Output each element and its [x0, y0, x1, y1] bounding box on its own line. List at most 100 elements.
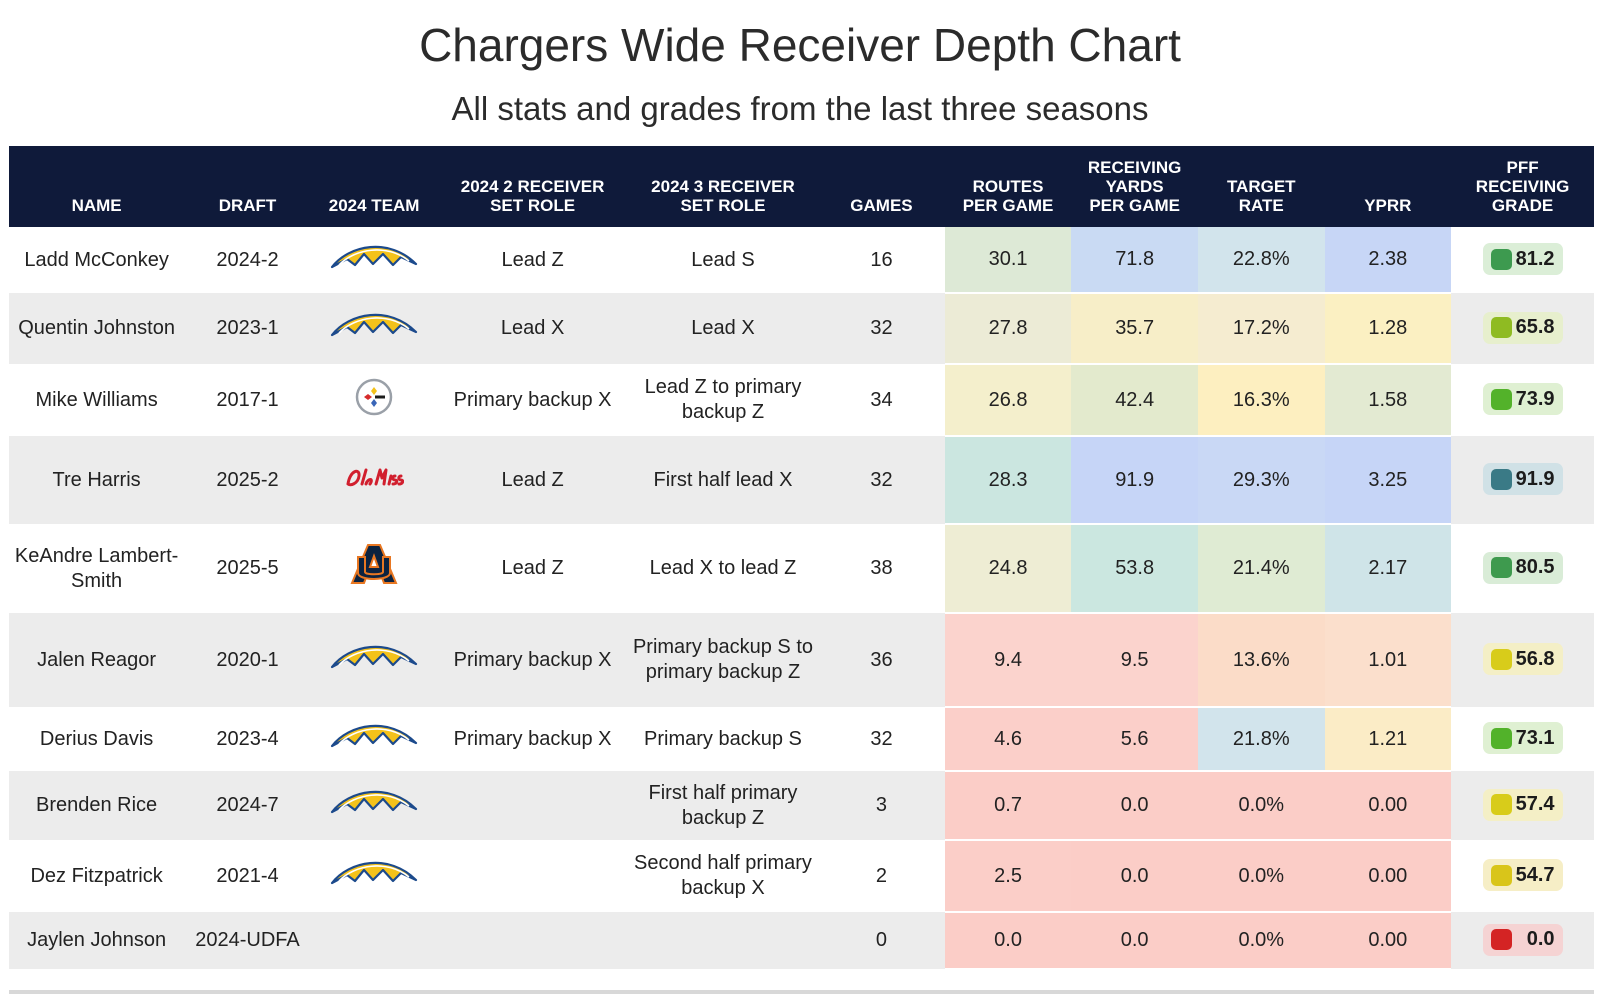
- routes-cell: 4.6: [945, 707, 1072, 771]
- table-row: Mike Williams 2017-1 Primary backup X Lead …: [9, 364, 1594, 436]
- chart-subtitle: All stats and grades from the last three…: [0, 90, 1600, 128]
- yprr-cell: 0.00: [1325, 771, 1452, 840]
- games-cell: 32: [818, 436, 945, 524]
- draft-cell: 2017-1: [184, 364, 311, 436]
- depth-chart-table: NAME DRAFT 2024 TEAM 2024 2 RECEIVER SET ROL…: [9, 146, 1594, 970]
- column-header: GAMES: [818, 146, 945, 227]
- draft-cell: 2024-7: [184, 771, 311, 840]
- chargers-logo: [329, 716, 419, 763]
- yards-cell: 0.0: [1071, 912, 1198, 969]
- grade-indicator: [1491, 929, 1512, 950]
- two-receiver-role: Lead X: [437, 293, 627, 364]
- three-receiver-role: Primary backup S to primary backup Z: [628, 613, 818, 707]
- routes-cell: 27.8: [945, 293, 1072, 364]
- team-cell: [311, 771, 438, 840]
- auburn-logo: [348, 543, 400, 594]
- grade-indicator: [1491, 794, 1512, 815]
- grade-value: 0.0: [1527, 927, 1555, 952]
- target-cell: 0.0%: [1198, 912, 1325, 969]
- grade-badge: 81.2: [1483, 243, 1563, 275]
- grade-value: 91.9: [1516, 467, 1555, 492]
- grade-cell: 65.8: [1451, 293, 1594, 364]
- grade-indicator: [1491, 389, 1512, 410]
- grade-value: 80.5: [1516, 555, 1555, 580]
- three-receiver-role: Lead X to lead Z: [628, 524, 818, 613]
- yards-cell: 0.0: [1071, 771, 1198, 840]
- target-cell: 21.8%: [1198, 707, 1325, 771]
- routes-cell: 2.5: [945, 840, 1072, 912]
- player-name: Jaylen Johnson: [9, 912, 184, 969]
- two-receiver-role: Lead Z: [437, 227, 627, 293]
- grade-indicator: [1491, 317, 1512, 338]
- two-receiver-role: Lead Z: [437, 436, 627, 524]
- grade-cell: 56.8: [1451, 613, 1594, 707]
- chargers-logo: [329, 237, 419, 284]
- routes-cell: 28.3: [945, 436, 1072, 524]
- yprr-cell: 1.01: [1325, 613, 1452, 707]
- three-receiver-role: First half lead X: [628, 436, 818, 524]
- routes-cell: 9.4: [945, 613, 1072, 707]
- yprr-cell: 2.17: [1325, 524, 1452, 613]
- draft-cell: 2024-UDFA: [184, 912, 311, 969]
- yprr-cell: 0.00: [1325, 840, 1452, 912]
- two-receiver-role: Lead Z: [437, 524, 627, 613]
- routes-cell: 30.1: [945, 227, 1072, 293]
- three-receiver-role: First half primary backup Z: [628, 771, 818, 840]
- table-row: Jaylen Johnson 2024-UDFA 0 0.0 0.0 0.0% 0.00 0.…: [9, 912, 1594, 969]
- header-row: NAME DRAFT 2024 TEAM 2024 2 RECEIVER SET ROL…: [9, 146, 1594, 227]
- routes-cell: 0.0: [945, 912, 1072, 969]
- draft-cell: 2025-5: [184, 524, 311, 613]
- grade-cell: 80.5: [1451, 524, 1594, 613]
- chargers-logo: [329, 637, 419, 684]
- grade-badge: 73.1: [1483, 722, 1563, 754]
- games-cell: 34: [818, 364, 945, 436]
- team-cell: [311, 364, 438, 436]
- games-cell: 16: [818, 227, 945, 293]
- grade-cell: 91.9: [1451, 436, 1594, 524]
- player-name: Tre Harris: [9, 436, 184, 524]
- table-row: Ladd McConkey 2024-2 Lead Z Lead S 16 30.1 71.…: [9, 227, 1594, 293]
- draft-cell: 2023-4: [184, 707, 311, 771]
- grade-cell: 73.9: [1451, 364, 1594, 436]
- routes-cell: 26.8: [945, 364, 1072, 436]
- player-name: Dez Fitzpatrick: [9, 840, 184, 912]
- table-bottom-rule: [9, 990, 1594, 994]
- player-name: Brenden Rice: [9, 771, 184, 840]
- games-cell: 3: [818, 771, 945, 840]
- player-name: Mike Williams: [9, 364, 184, 436]
- target-cell: 16.3%: [1198, 364, 1325, 436]
- yards-cell: 5.6: [1071, 707, 1198, 771]
- grade-cell: 81.2: [1451, 227, 1594, 293]
- table-row: Derius Davis 2023-4 Primary backup X Primar…: [9, 707, 1594, 771]
- two-receiver-role: [437, 912, 627, 969]
- yards-cell: 35.7: [1071, 293, 1198, 364]
- two-receiver-role: [437, 840, 627, 912]
- team-cell: [311, 227, 438, 293]
- table-row: Jalen Reagor 2020-1 Primary backup X Primar…: [9, 613, 1594, 707]
- two-receiver-role: Primary backup X: [437, 613, 627, 707]
- games-cell: 0: [818, 912, 945, 969]
- routes-cell: 24.8: [945, 524, 1072, 613]
- player-name: Derius Davis: [9, 707, 184, 771]
- team-cell: [311, 707, 438, 771]
- draft-cell: 2024-2: [184, 227, 311, 293]
- draft-cell: 2021-4: [184, 840, 311, 912]
- grade-cell: 54.7: [1451, 840, 1594, 912]
- table-row: KeAndre Lambert-Smith 2025-5 Lead Z Lead X …: [9, 524, 1594, 613]
- grade-badge: 56.8: [1483, 643, 1563, 675]
- three-receiver-role: Lead Z to primary backup Z: [628, 364, 818, 436]
- grade-indicator: [1491, 865, 1512, 886]
- grade-badge: 80.5: [1483, 552, 1563, 584]
- ole-miss-logo: [344, 462, 404, 499]
- target-cell: 21.4%: [1198, 524, 1325, 613]
- column-header: DRAFT: [184, 146, 311, 227]
- three-receiver-role: Primary backup S: [628, 707, 818, 771]
- player-name: Jalen Reagor: [9, 613, 184, 707]
- team-cell: [311, 613, 438, 707]
- steelers-logo: [354, 377, 394, 424]
- grade-indicator: [1491, 469, 1512, 490]
- table-row: Quentin Johnston 2023-1 Lead X Lead X 32 27.8…: [9, 293, 1594, 364]
- yards-cell: 9.5: [1071, 613, 1198, 707]
- yprr-cell: 1.28: [1325, 293, 1452, 364]
